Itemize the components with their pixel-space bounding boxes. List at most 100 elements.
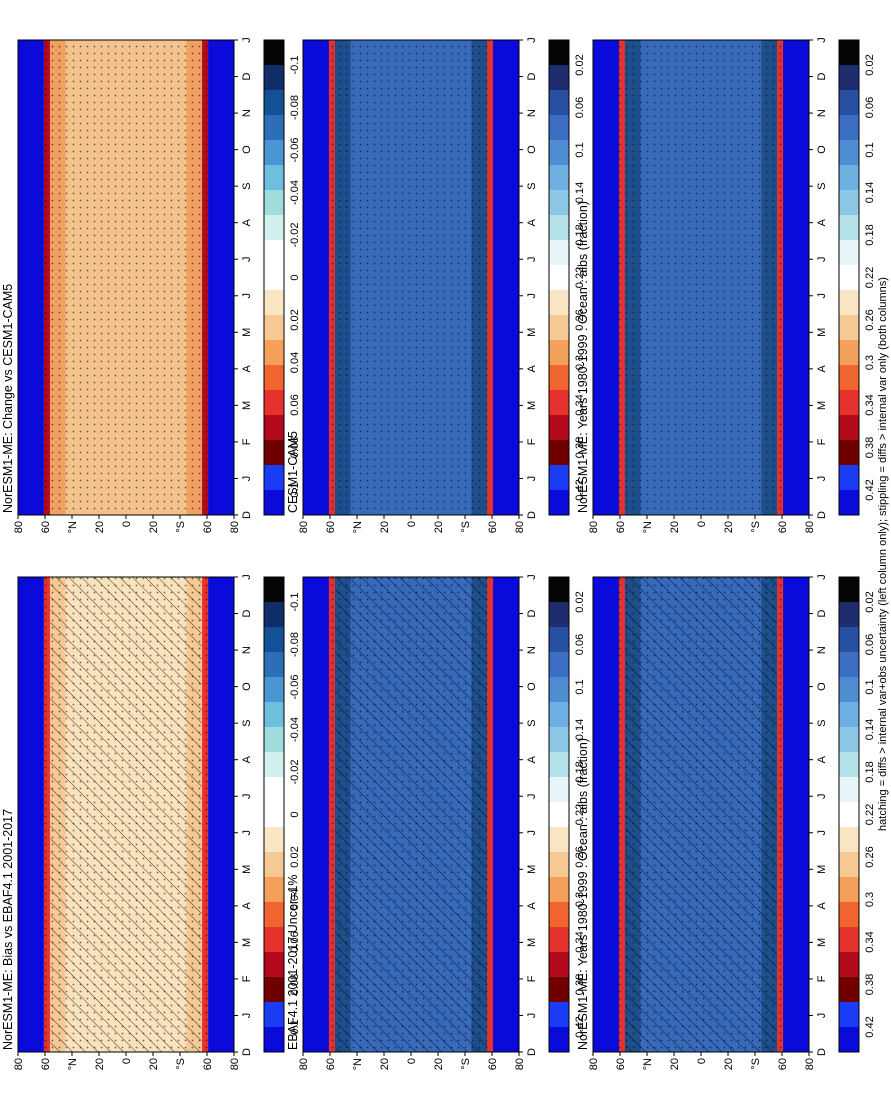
panel-model-right: NorESM1-ME: Years 1980-1999 : Ocean : al… bbox=[576, 37, 876, 533]
y-tick-label: 20 bbox=[94, 1058, 106, 1070]
colorbar-swatch bbox=[839, 64, 859, 90]
colorbar-frame bbox=[548, 39, 570, 516]
colorbar-label: 0.02 bbox=[289, 846, 301, 867]
colorbar-swatch bbox=[264, 951, 284, 977]
colorbar-swatch bbox=[549, 826, 569, 852]
x-tick-label: J bbox=[241, 574, 253, 580]
y-tick-label: °S bbox=[750, 1058, 762, 1070]
colorbar-swatch bbox=[839, 314, 859, 340]
x-tick-label: A bbox=[241, 365, 253, 373]
y-tick-label: 20 bbox=[669, 521, 681, 533]
y-tick-label: 60 bbox=[202, 521, 214, 533]
colorbar-swatch bbox=[549, 464, 569, 490]
colorbar-swatch bbox=[549, 64, 569, 90]
colorbar-swatch bbox=[839, 189, 859, 215]
y-tick-label: 20 bbox=[723, 1058, 735, 1070]
y-tick-label: 20 bbox=[433, 1058, 445, 1070]
colorbar-label: 0.18 bbox=[864, 761, 876, 782]
y-tick-label: 80 bbox=[13, 1058, 25, 1070]
colorbar-swatch bbox=[839, 489, 859, 515]
colorbar-label: 0 bbox=[289, 811, 301, 817]
x-tick-label: J bbox=[816, 476, 828, 482]
y-tick-label: 20 bbox=[379, 1058, 391, 1070]
x-tick-label: M bbox=[816, 328, 828, 337]
colorbar-swatch bbox=[549, 1001, 569, 1027]
x-tick-label: O bbox=[526, 682, 538, 691]
colorbar-swatch bbox=[264, 901, 284, 927]
colorbar-label: 0.02 bbox=[864, 54, 876, 75]
y-tick-label: 80 bbox=[229, 1058, 241, 1070]
x-tick-label: O bbox=[816, 682, 828, 691]
x-tick-label: J bbox=[526, 293, 538, 299]
x-tick-label: F bbox=[816, 438, 828, 445]
colorbar-swatch bbox=[549, 39, 569, 65]
colorbar-swatch bbox=[264, 464, 284, 490]
x-tick-label: J bbox=[526, 574, 538, 580]
colorbar-swatch bbox=[264, 114, 284, 140]
y-tick-label: 20 bbox=[433, 521, 445, 533]
colorbar-swatch bbox=[549, 701, 569, 727]
y-tick-label: 80 bbox=[804, 1058, 816, 1070]
colorbar-swatch bbox=[549, 139, 569, 165]
y-tick-label: °S bbox=[175, 521, 187, 533]
y-tick-label: °S bbox=[460, 521, 472, 533]
x-tick-label: J bbox=[816, 793, 828, 799]
field-south-pole bbox=[493, 577, 519, 1052]
x-tick-label: A bbox=[241, 218, 253, 226]
x-tick-label: J bbox=[241, 1013, 253, 1019]
colorbar-swatch bbox=[549, 776, 569, 802]
colorbar-swatch bbox=[839, 339, 859, 365]
colorbar-label: -0.02 bbox=[289, 222, 301, 247]
panel-ref: CESM1-CAM5 D J F M A M J J A S O N D J 80 60 °N 20 0 20 °S 60 8… bbox=[286, 37, 586, 533]
colorbar-label: 0.22 bbox=[864, 267, 876, 288]
colorbar-label: 0.06 bbox=[574, 97, 586, 118]
x-tick-label: J bbox=[241, 37, 253, 43]
x-tick-label: J bbox=[526, 37, 538, 43]
colorbar-swatch bbox=[839, 239, 859, 265]
colorbar-label: 0.38 bbox=[574, 437, 586, 458]
x-tick-label: D bbox=[526, 610, 538, 618]
x-tick-label: J bbox=[816, 830, 828, 836]
colorbar-swatch bbox=[549, 89, 569, 115]
colorbar-label: 0.1 bbox=[574, 142, 586, 157]
colorbar-swatch bbox=[264, 701, 284, 727]
x-tick-label: D bbox=[526, 511, 538, 519]
y-tick-label: 60 bbox=[202, 1058, 214, 1070]
y-tick-label: 80 bbox=[229, 521, 241, 533]
colorbar-swatch bbox=[839, 726, 859, 752]
colorbar-swatch bbox=[549, 851, 569, 877]
colorbar-frame bbox=[838, 576, 860, 1053]
colorbar-swatch bbox=[264, 264, 284, 290]
x-tick-label: M bbox=[241, 328, 253, 337]
colorbar-swatch bbox=[839, 576, 859, 602]
colorbar-label: 0.3 bbox=[864, 892, 876, 907]
colorbar-swatch bbox=[839, 414, 859, 440]
colorbar-swatch bbox=[549, 801, 569, 827]
y-tick-label: 0 bbox=[406, 521, 418, 527]
colorbar-swatch bbox=[549, 239, 569, 265]
x-tick-label: F bbox=[241, 975, 253, 982]
x-tick-label: D bbox=[526, 1048, 538, 1056]
x-tick-label: J bbox=[241, 830, 253, 836]
x-tick-label: A bbox=[526, 755, 538, 763]
colorbar-label: -0.04 bbox=[289, 180, 301, 205]
colorbar-label: 0.22 bbox=[574, 804, 586, 825]
colorbar-frame bbox=[263, 39, 285, 516]
colorbar-label: 0.14 bbox=[574, 182, 586, 203]
colorbar-label: 0.1 bbox=[864, 142, 876, 157]
x-tick-label: S bbox=[241, 182, 253, 189]
x-tick-label: J bbox=[816, 293, 828, 299]
colorbar-label: 0.14 bbox=[864, 719, 876, 740]
x-tick-label: J bbox=[816, 1013, 828, 1019]
colorbar-swatch bbox=[264, 801, 284, 827]
field-south-pole bbox=[783, 577, 810, 1052]
field-south-pole bbox=[783, 40, 810, 515]
x-tick-label: A bbox=[816, 365, 828, 373]
colorbar-label: 0.06 bbox=[574, 634, 586, 655]
colorbar-swatch bbox=[839, 876, 859, 902]
colorbar-swatch bbox=[549, 626, 569, 652]
x-tick-label: D bbox=[526, 73, 538, 81]
x-tick-label: A bbox=[241, 755, 253, 763]
field-south-pole bbox=[208, 577, 235, 1052]
field-north-pole bbox=[18, 40, 44, 515]
